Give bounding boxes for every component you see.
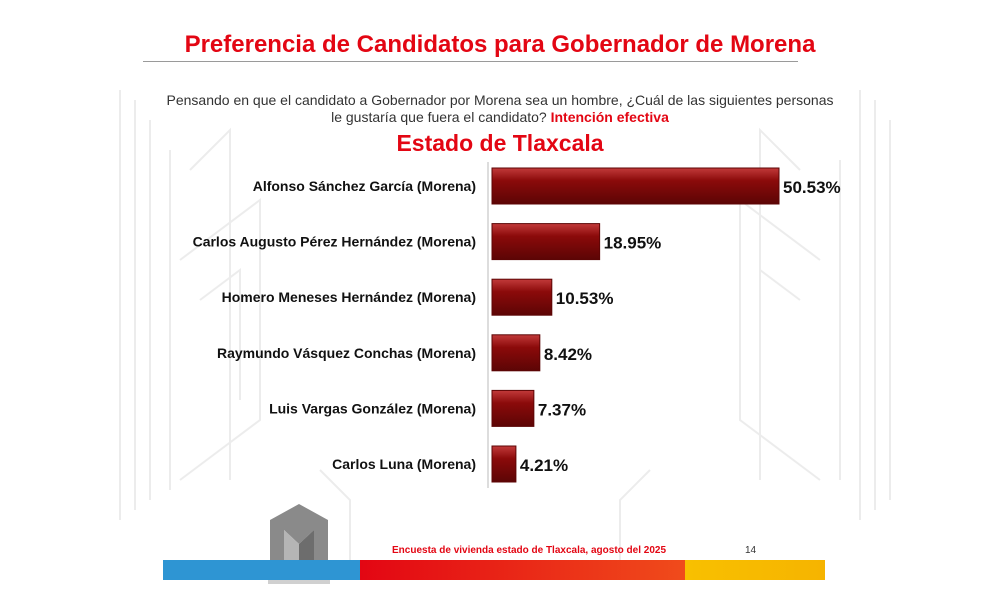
- category-label: Carlos Luna (Morena): [332, 456, 476, 472]
- chart-title: Preferencia de Candidatos para Gobernado…: [184, 31, 816, 58]
- bar: [491, 167, 780, 205]
- footer-bar-red: [360, 560, 685, 580]
- page-number: 14: [745, 545, 757, 556]
- bar: [491, 334, 541, 372]
- chart-subtitle: Estado de Tlaxcala: [396, 130, 604, 156]
- bar: [491, 389, 535, 427]
- category-label: Raymundo Vásquez Conchas (Morena): [217, 345, 476, 361]
- survey-footnote: Encuesta de vivienda estado de Tlaxcala,…: [392, 545, 667, 556]
- bar: [491, 223, 601, 261]
- title-divider: [143, 61, 798, 62]
- value-label: 4.21%: [520, 456, 568, 475]
- survey-question: Pensando en que el candidato a Gobernado…: [160, 92, 840, 126]
- category-label: Carlos Augusto Pérez Hernández (Morena): [193, 234, 476, 250]
- question-text: Pensando en que el candidato a Gobernado…: [166, 92, 834, 125]
- footer-bar-blue: [163, 560, 360, 580]
- category-label: Luis Vargas González (Morena): [269, 400, 476, 416]
- category-label: Alfonso Sánchez García (Morena): [253, 178, 476, 194]
- value-label: 18.95%: [604, 234, 662, 253]
- value-label: 7.37%: [538, 400, 586, 419]
- question-emphasis: Intención efectiva: [550, 109, 669, 125]
- bar: [491, 278, 553, 316]
- bar: [491, 445, 517, 483]
- value-label: 8.42%: [544, 345, 592, 364]
- footer-bar-yellow: [685, 560, 825, 580]
- category-label: Homero Meneses Hernández (Morena): [222, 289, 476, 305]
- value-label: 50.53%: [783, 178, 841, 197]
- value-label: 10.53%: [556, 289, 614, 308]
